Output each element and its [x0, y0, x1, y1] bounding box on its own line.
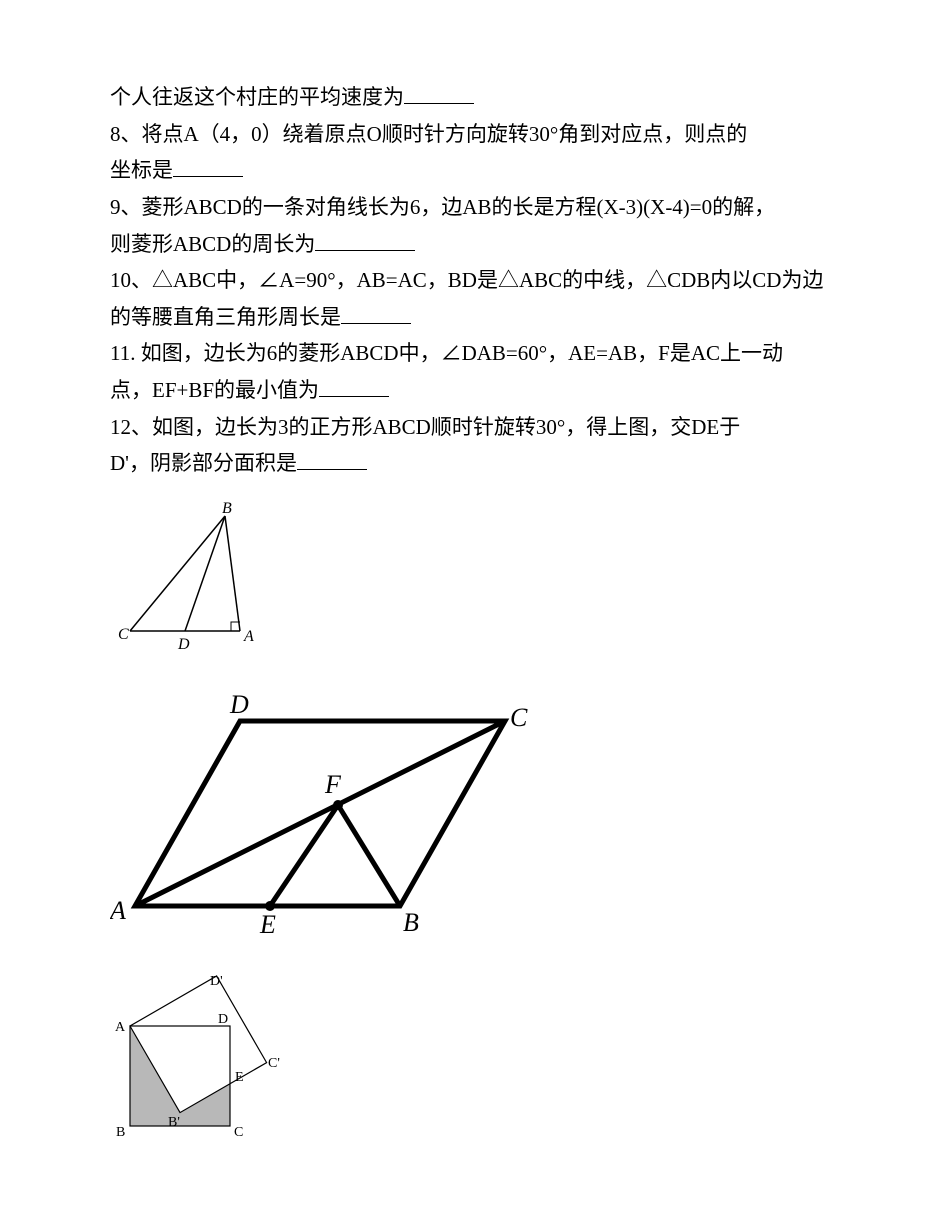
q10-text2: 的等腰直角三角形周长是 [110, 305, 341, 329]
fig1-label-A: A [243, 628, 254, 645]
q7-blank [404, 83, 474, 104]
q9-line2: 则菱形ABCD的周长为 [110, 227, 835, 262]
q12-line2: D'，阴影部分面积是 [110, 446, 835, 481]
q11-text1: 11. 如图，边长为6的菱形ABCD中，∠DAB=60°，AE=AB，F是AC上… [110, 341, 783, 365]
fig2-label-A: A [110, 896, 126, 925]
fig1-label-D: D [177, 636, 190, 651]
q7-text: 个人往返这个村庄的平均速度为 [110, 85, 404, 109]
q12-blank [297, 449, 367, 470]
q11-blank [319, 376, 389, 397]
q9-blank [315, 230, 415, 251]
q7-trailing-line: 个人往返这个村庄的平均速度为 [110, 80, 835, 115]
figure-triangle-svg: B C D A [110, 501, 290, 651]
fig3-label-Dp: D' [210, 974, 223, 989]
q12-line1: 12、如图，边长为3的正方形ABCD顺时针旋转30°，得上图，交DE于 [110, 410, 835, 445]
fig3-label-Bp: B' [168, 1115, 180, 1130]
q11-text2: 点，EF+BF的最小值为 [110, 378, 319, 402]
figure-rhombus-svg: D C F A E B [110, 681, 540, 941]
figure-rhombus: D C F A E B [110, 681, 835, 946]
q8-text2: 坐标是 [110, 158, 173, 182]
q8-blank [173, 156, 243, 177]
fig2-label-D: D [229, 690, 249, 719]
fig3-label-B: B [116, 1125, 125, 1140]
q9-text2: 则菱形ABCD的周长为 [110, 232, 315, 256]
fig3-label-Cp: C' [268, 1056, 280, 1071]
q8-line2: 坐标是 [110, 153, 835, 188]
fig3-label-E: E [235, 1070, 244, 1085]
fig2-label-E: E [259, 910, 276, 939]
figures-container: B C D A D C F A E B [110, 501, 835, 1156]
fig1-label-B: B [222, 501, 232, 517]
figure-triangle: B C D A [110, 501, 835, 656]
q8-line1: 8、将点A（4，0）绕着原点O顺时针方向旋转30°角到对应点，则点的 [110, 117, 835, 152]
figure-rotated-square: D' A D C' E B B' C [110, 971, 835, 1156]
q12-text2: D'，阴影部分面积是 [110, 451, 297, 475]
fig2-label-B: B [403, 908, 419, 937]
figure-rotated-square-svg: D' A D C' E B B' C [110, 971, 310, 1151]
q11-line2: 点，EF+BF的最小值为 [110, 373, 835, 408]
q9-line1: 9、菱形ABCD的一条对角线长为6，边AB的长是方程(X-3)(X-4)=0的解… [110, 190, 835, 225]
q11-line1: 11. 如图，边长为6的菱形ABCD中，∠DAB=60°，AE=AB，F是AC上… [110, 336, 835, 371]
q10-text1: 10、△ABC中，∠A=90°，AB=AC，BD是△ABC的中线，△CDB内以C… [110, 268, 823, 292]
fig2-label-C: C [510, 703, 528, 732]
fig1-label-C: C [118, 626, 129, 643]
fig3-label-A: A [115, 1020, 126, 1035]
q10-blank [341, 303, 411, 324]
fig3-label-D: D [218, 1012, 228, 1027]
q8-text1: 8、将点A（4，0）绕着原点O顺时针方向旋转30°角到对应点，则点的 [110, 122, 747, 146]
q9-text1: 9、菱形ABCD的一条对角线长为6，边AB的长是方程(X-3)(X-4)=0的解… [110, 195, 775, 219]
fig2-label-F: F [324, 770, 342, 799]
fig3-label-C: C [234, 1125, 243, 1140]
q10-line2: 的等腰直角三角形周长是 [110, 300, 835, 335]
q12-text1: 12、如图，边长为3的正方形ABCD顺时针旋转30°，得上图，交DE于 [110, 415, 740, 439]
q10-line1: 10、△ABC中，∠A=90°，AB=AC，BD是△ABC的中线，△CDB内以C… [110, 263, 835, 298]
